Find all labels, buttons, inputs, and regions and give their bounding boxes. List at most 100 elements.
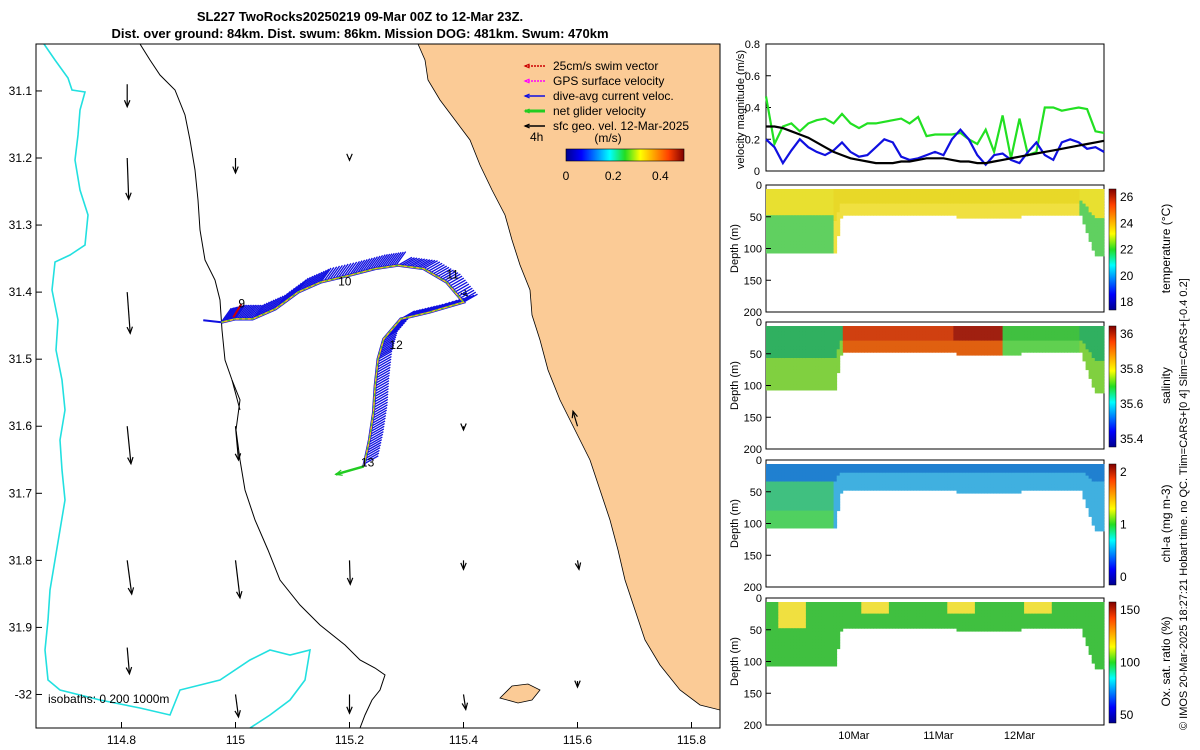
- section-cell: [928, 203, 933, 207]
- section-cell: [901, 481, 905, 485]
- section-cell: [1051, 337, 1056, 341]
- section-cell: [974, 189, 979, 193]
- current-vector: [250, 304, 262, 320]
- section-cell: [1048, 478, 1053, 482]
- section-cell: [1011, 466, 1016, 471]
- section-cell: [793, 631, 798, 635]
- section-cell: [830, 522, 834, 526]
- section-cell: [802, 613, 807, 617]
- section-cell: [787, 464, 791, 468]
- section-cell: [974, 484, 979, 488]
- current-vector: [432, 265, 448, 275]
- section-cell: [1097, 484, 1102, 488]
- section-cell: [876, 191, 881, 196]
- current-vector: [374, 382, 390, 392]
- section-cell: [1091, 464, 1096, 468]
- section-cell: [787, 200, 791, 204]
- section-cell: [827, 619, 831, 623]
- section-cell: [1024, 331, 1028, 336]
- section-cell: [775, 504, 779, 509]
- section-cell: [836, 478, 841, 482]
- section-cell: [799, 366, 804, 371]
- section-cell: [769, 223, 773, 228]
- section-cell: [815, 331, 819, 336]
- section-cell: [849, 197, 853, 202]
- section-cell: [938, 203, 942, 207]
- section-cell: [799, 343, 804, 347]
- section-cell: [962, 352, 967, 356]
- section-cell: [1011, 203, 1016, 207]
- section-cell: [790, 645, 795, 650]
- section-cell: [1021, 340, 1025, 344]
- section-cell: [812, 602, 816, 606]
- colorbar-tick-label: 24: [1120, 216, 1134, 230]
- section-cell: [772, 378, 776, 382]
- section-cell: [766, 381, 770, 385]
- section-cell: [904, 209, 908, 213]
- section-cell: [858, 475, 862, 479]
- section-cell: [821, 337, 825, 341]
- section-cell: [818, 209, 822, 213]
- section-cell: [812, 340, 816, 344]
- section-cell: [867, 328, 871, 333]
- section-cell: [772, 328, 776, 333]
- section-cell: [769, 466, 773, 471]
- section-cell: [818, 387, 822, 391]
- section-cell: [935, 337, 939, 341]
- section-cell: [950, 189, 954, 193]
- section-cell: [901, 337, 905, 341]
- section-cell: [799, 604, 804, 609]
- section-cell: [947, 343, 951, 347]
- section-cell: [1033, 466, 1037, 471]
- section-cell: [984, 472, 988, 477]
- section-cell: [781, 358, 785, 362]
- section-cell: [861, 346, 865, 350]
- section-cell: [769, 358, 773, 362]
- section-cell: [974, 349, 979, 353]
- section-cell: [962, 212, 967, 216]
- section-cell: [802, 375, 807, 379]
- section-cell: [802, 622, 807, 626]
- section-cell: [1094, 519, 1099, 523]
- section-cell: [1088, 507, 1093, 512]
- section-cell: [962, 464, 967, 468]
- section-cell: [799, 522, 804, 526]
- section-cell: [944, 191, 948, 196]
- section-cell: [864, 349, 868, 353]
- section-cell: [928, 191, 933, 196]
- section-cell: [913, 469, 917, 474]
- section-cell: [815, 244, 819, 248]
- section-cell: [809, 660, 813, 664]
- section-cell: [892, 481, 896, 485]
- section-cell: [968, 490, 973, 494]
- section-cell: [1088, 200, 1093, 204]
- depth-tick-label: 200: [744, 307, 762, 319]
- section-cell: [1051, 334, 1056, 339]
- section-cell: [821, 203, 825, 207]
- section-cell: [775, 469, 779, 474]
- section-cell: [827, 510, 831, 514]
- section-cell: [907, 475, 911, 479]
- section-cell: [766, 235, 770, 239]
- section-cell: [802, 247, 807, 251]
- section-cell: [1070, 475, 1074, 479]
- section-cell: [1030, 203, 1034, 207]
- section-cell: [818, 226, 822, 231]
- section-cell: [882, 203, 887, 207]
- section-cell: [944, 206, 948, 210]
- section-cell: [815, 334, 819, 339]
- current-vector: [446, 273, 461, 283]
- section-cell: [879, 475, 884, 479]
- section-cell: [1100, 360, 1105, 365]
- section-cell: [796, 622, 801, 626]
- section-cell: [1091, 355, 1096, 359]
- section-cell: [824, 510, 828, 514]
- section-cell: [981, 464, 985, 468]
- section-cell: [784, 481, 788, 485]
- section-cell: [1061, 484, 1065, 488]
- section-cell: [1024, 194, 1028, 199]
- section-cell: [916, 212, 921, 216]
- section-cell: [962, 197, 967, 202]
- section-cell: [956, 206, 960, 210]
- section-cell: [901, 478, 905, 482]
